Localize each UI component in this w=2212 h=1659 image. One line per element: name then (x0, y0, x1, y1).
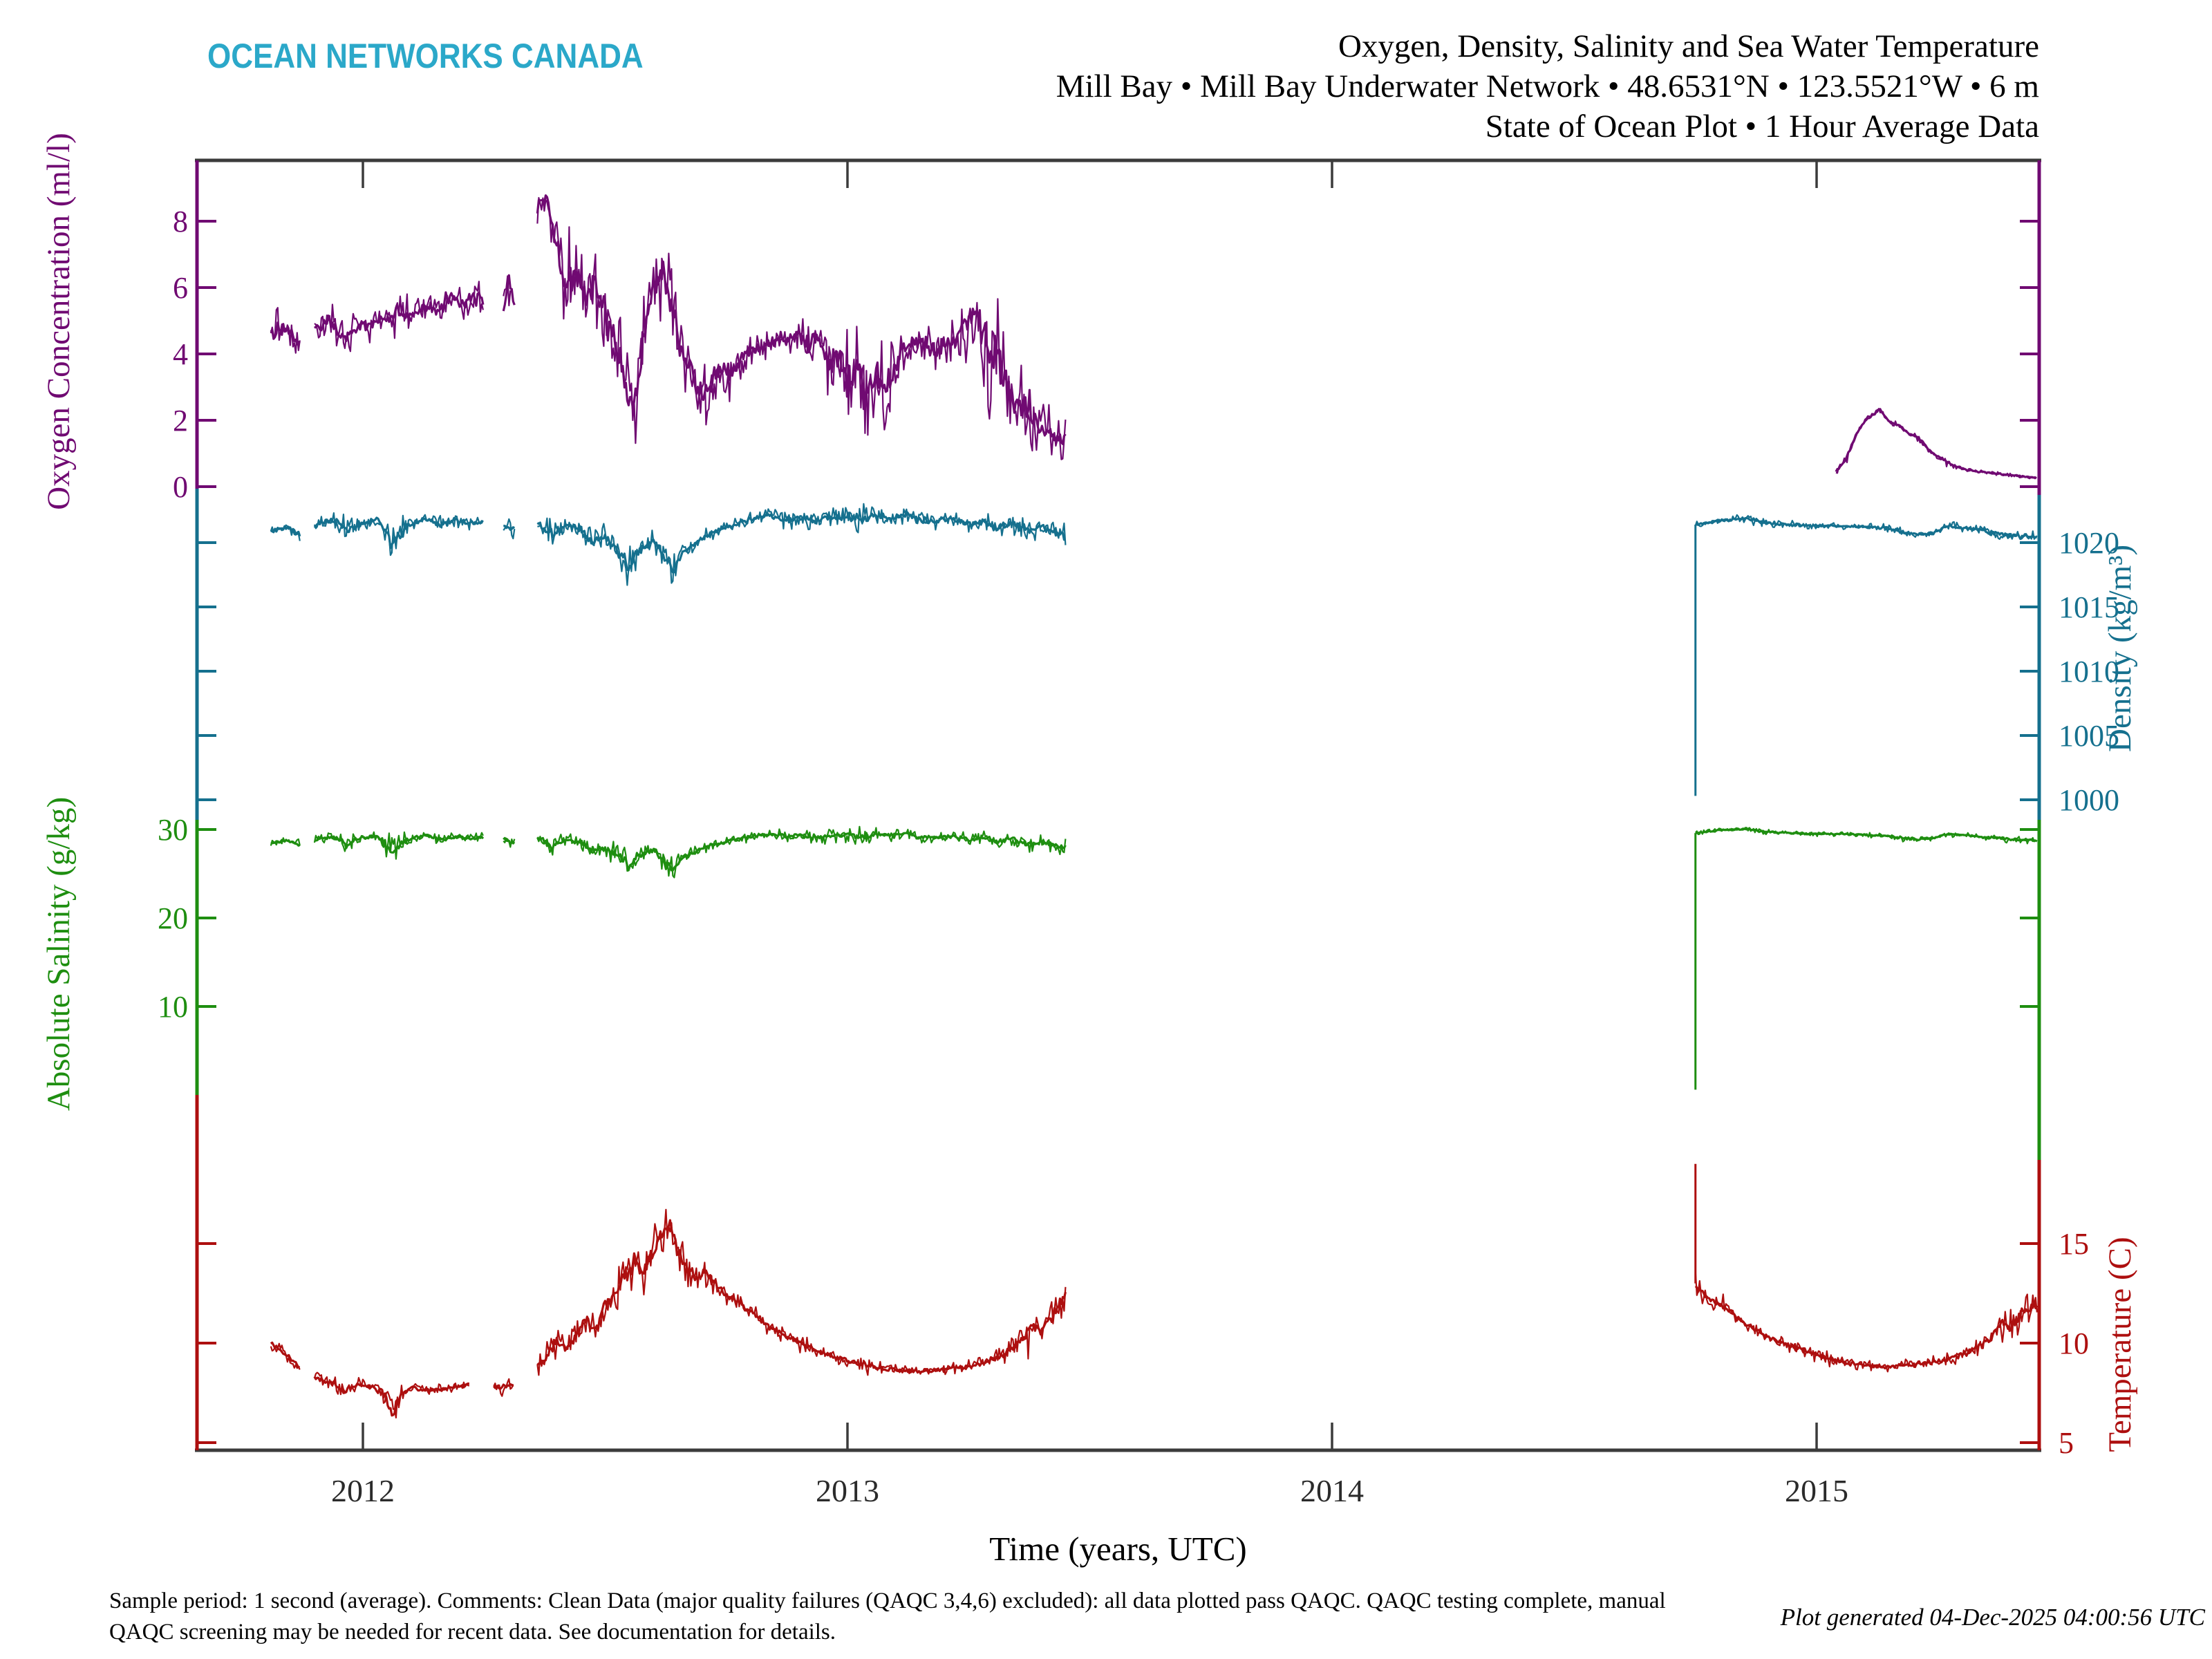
temperature-data-path (493, 1382, 514, 1390)
x-tick-label: 2012 (331, 1473, 395, 1508)
temperature-axis-title: Temperature (C) (2102, 1237, 2138, 1452)
footer-comments: Sample period: 1 second (average). Comme… (109, 1586, 1666, 1648)
salinity-tick-label: 20 (158, 901, 188, 935)
density-tick-label: 1015 (2059, 590, 2119, 624)
oxygen-tick-label: 6 (173, 271, 188, 305)
salinity-data-path (503, 836, 516, 845)
oxygen-data-path (502, 274, 516, 312)
x-tick-label: 2015 (1785, 1473, 1848, 1508)
salinity-data-path (270, 838, 301, 847)
oxygen-data-path (536, 194, 1067, 445)
density-tick-label: 1010 (2059, 655, 2119, 688)
temperature-data-path (1694, 1285, 2038, 1370)
salinity-data-path (1695, 827, 2038, 843)
oxygen-data-path (270, 321, 301, 346)
density-data-path (313, 516, 484, 550)
salinity-tick-label: 30 (158, 813, 188, 847)
x-tick-label: 2013 (816, 1473, 879, 1508)
x-tick-label: 2014 (1300, 1473, 1364, 1508)
density-data-path (503, 525, 516, 531)
plot-title-line2: Mill Bay • Mill Bay Underwater Network •… (1056, 68, 2039, 104)
density-tick-label: 1000 (2059, 783, 2119, 817)
x-axis-title: Time (years, UTC) (989, 1530, 1247, 1568)
density-data-path (270, 525, 301, 537)
plot-title-block: Oxygen, Density, Salinity and Sea Water … (1056, 26, 2039, 147)
plot-generated-timestamp: Plot generated 04-Dec-2025 04:00:56 UTC (1780, 1604, 2205, 1631)
plot-title-line3: State of Ocean Plot • 1 Hour Average Dat… (1485, 109, 2039, 144)
plot-frame: 2012 2013 2014 2015 (195, 158, 2041, 1508)
temperature-tick-label: 15 (2059, 1227, 2089, 1261)
temperature-data-path (270, 1342, 301, 1370)
temperature-data-path (270, 1341, 300, 1369)
salinity-data-path (536, 832, 1067, 872)
footer-comments-line1: Sample period: 1 second (average). Comme… (109, 1588, 1666, 1613)
temperature-data-path (1694, 1272, 2038, 1373)
temperature-data-path (313, 1371, 470, 1418)
salinity-axis-title: Absolute Salinity (g/kg) (41, 797, 77, 1111)
series-oxygen (270, 194, 2037, 480)
density-data-path (536, 510, 1066, 574)
temperature-axis: 15 10 5 Temperature (C) (197, 1227, 2138, 1460)
series-density (270, 503, 2038, 796)
temperature-tick-label: 5 (2059, 1426, 2074, 1460)
footer-comments-line2: QAQC screening may be needed for recent … (109, 1620, 836, 1644)
ocean-networks-canada-logo: OCEAN NETWORKS CANADA (207, 37, 644, 75)
oxygen-tick-label: 8 (173, 205, 188, 238)
oxygen-data-path (313, 291, 485, 342)
oxygen-tick-label: 2 (173, 404, 188, 438)
temperature-tick-label: 10 (2059, 1327, 2089, 1360)
oxygen-tick-label: 4 (173, 337, 188, 371)
oxygen-axis-title: Oxygen Concentration (ml/l) (41, 133, 77, 510)
density-tick-label: 1005 (2059, 719, 2119, 753)
temperature-data-path (313, 1376, 469, 1417)
series-salinity (270, 825, 2038, 1090)
density-tick-label: 1020 (2059, 526, 2119, 560)
density-axis: 1020 1015 1010 1005 1000 Density (kg/m³) (197, 526, 2138, 817)
plot-title-line1: Oxygen, Density, Salinity and Sea Water … (1338, 28, 2039, 64)
oxygen-data-path (314, 281, 484, 353)
series-temperature (270, 1163, 2038, 1418)
axis-spines (195, 160, 2041, 1450)
salinity-data-path (314, 833, 485, 854)
oxygen-axis: 8 6 4 2 0 Oxygen Concentration (ml/l) (41, 133, 2039, 510)
oxygen-tick-label: 0 (173, 470, 188, 504)
oxygen-data-path (1835, 408, 2037, 480)
density-data-path (1695, 516, 2037, 541)
density-axis-title: Density (kg/m³) (2102, 545, 2138, 752)
temperature-data-path (536, 1219, 1067, 1374)
salinity-axis: 30 20 10 Absolute Salinity (g/kg) (41, 797, 2039, 1111)
density-data-path (537, 503, 1067, 586)
salinity-tick-label: 10 (158, 990, 188, 1024)
